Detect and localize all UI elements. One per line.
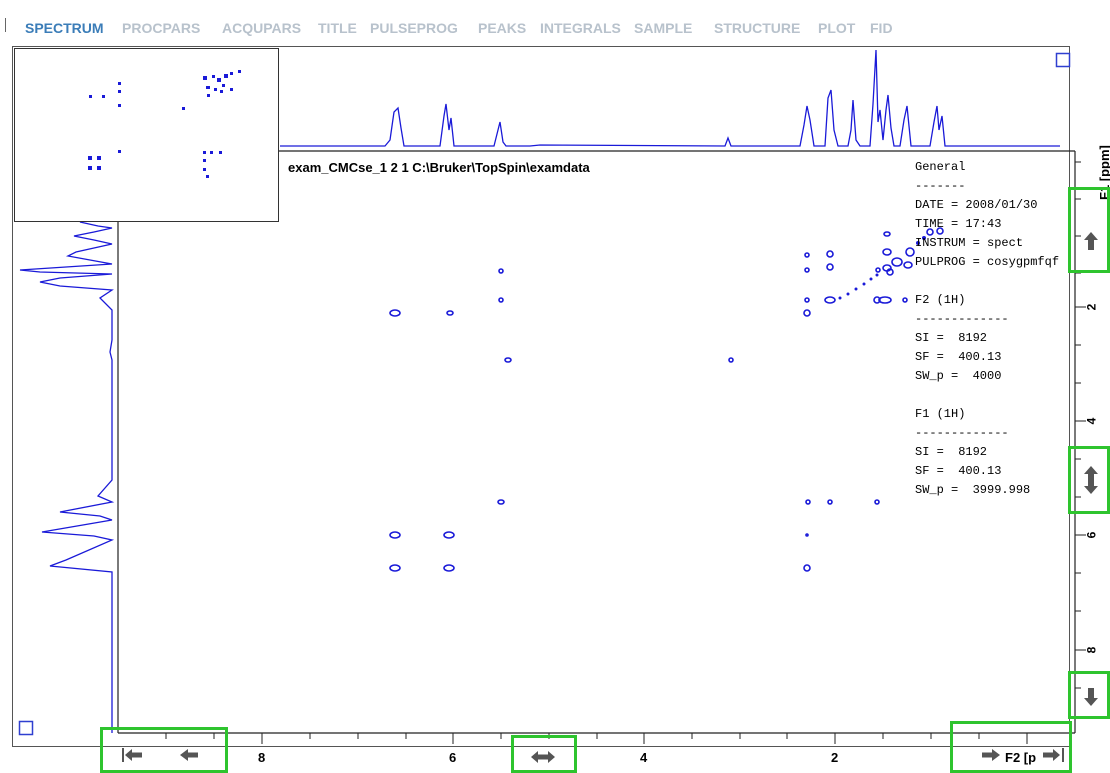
- param-line: PULPROG = cosygpmfqf: [915, 255, 1060, 269]
- highlight-up-scroll: [1068, 187, 1110, 273]
- arrow-left-right-icon[interactable]: [526, 746, 560, 768]
- diagonal-peaks: [838, 236, 926, 300]
- param-line: -------------: [915, 426, 1009, 440]
- tab-structure[interactable]: STRUCTURE: [714, 20, 801, 36]
- highlight-center-horizontal: [511, 735, 577, 773]
- tab-spectrum[interactable]: SPECTRUM: [25, 20, 104, 36]
- corner-square: [18, 720, 34, 736]
- f2-axis-label: F2 [p: [1005, 750, 1037, 765]
- x-axis-ticks: [165, 733, 1028, 744]
- param-line: F2 (1H): [915, 293, 966, 307]
- param-line: -------: [915, 179, 966, 193]
- arrow-down-icon[interactable]: [1080, 684, 1102, 710]
- tab-integrals[interactable]: INTEGRALS: [540, 20, 621, 36]
- dataset-title: exam_CMCse_1 2 1 C:\Bruker\TopSpin\examd…: [288, 160, 590, 175]
- f2-projection-trace: [280, 49, 1060, 147]
- arrow-right-end-icon[interactable]: [1040, 744, 1068, 766]
- y-tick-label: 8: [1084, 646, 1099, 654]
- y-axis-ticks: [1075, 161, 1086, 689]
- tab-title[interactable]: TITLE: [318, 20, 357, 36]
- param-line: [915, 272, 1059, 291]
- param-line: -------------: [915, 312, 1009, 326]
- param-line: SW_p = 3999.998: [915, 483, 1031, 497]
- x-tick-label: 8: [258, 750, 266, 765]
- highlight-down-scroll: [1068, 671, 1110, 719]
- overview-inset: [14, 48, 279, 222]
- cross-peaks: [389, 227, 944, 572]
- inset-toggle-square: [1055, 52, 1071, 68]
- y-tick-label: 2: [1084, 303, 1099, 311]
- param-line: INSTRUM = spect: [915, 236, 1024, 250]
- param-line: SI = 8192: [915, 445, 988, 459]
- tab-bar: SPECTRUM PROCPARS ACQUPARS TITLE PULSEPR…: [0, 0, 1110, 40]
- y-tick-label: 6: [1084, 531, 1099, 539]
- overview-peaks: [88, 70, 241, 178]
- param-line: TIME = 17:43: [915, 217, 1002, 231]
- arrow-up-down-icon[interactable]: [1080, 464, 1102, 496]
- tab-plot[interactable]: PLOT: [818, 20, 856, 36]
- x-tick-label: 6: [449, 750, 457, 765]
- y-tick-label: 4: [1084, 417, 1099, 425]
- highlight-center-vertical: [1068, 446, 1110, 514]
- spectrum-frame: [12, 46, 1070, 747]
- param-line: DATE = 2008/01/30: [915, 198, 1038, 212]
- highlight-left-scroll: [100, 727, 228, 773]
- tab-fid[interactable]: FID: [870, 20, 893, 36]
- tab-sample[interactable]: SAMPLE: [634, 20, 693, 36]
- highlight-right-scroll: [950, 721, 1072, 773]
- tab-procpars[interactable]: PROCPARS: [122, 20, 201, 36]
- tab-acqupars[interactable]: ACQUPARS: [222, 20, 302, 36]
- x-tick-label: 4: [640, 750, 648, 765]
- param-line: General: [915, 160, 966, 174]
- param-line: SW_p = 4000: [915, 369, 1002, 383]
- param-line: SI = 8192: [915, 331, 988, 345]
- arrow-left-end-icon[interactable]: [119, 744, 145, 766]
- x-tick-label: 2: [831, 750, 839, 765]
- arrow-up-icon[interactable]: [1080, 228, 1102, 254]
- tab-peaks[interactable]: PEAKS: [478, 20, 527, 36]
- arrow-left-icon[interactable]: [176, 744, 202, 766]
- param-line: SF = 400.13: [915, 350, 1002, 364]
- param-line: SF = 400.13: [915, 464, 1002, 478]
- param-line: F1 (1H): [915, 407, 966, 421]
- arrow-right-icon[interactable]: [978, 744, 1004, 766]
- tab-pulseprog[interactable]: PULSEPROG: [370, 20, 458, 36]
- param-line: [915, 386, 1059, 405]
- f1-projection-trace: [19, 151, 115, 733]
- window-edge: [5, 18, 6, 32]
- parameter-block: General ------- DATE = 2008/01/30 TIME = 17…: [915, 158, 1059, 500]
